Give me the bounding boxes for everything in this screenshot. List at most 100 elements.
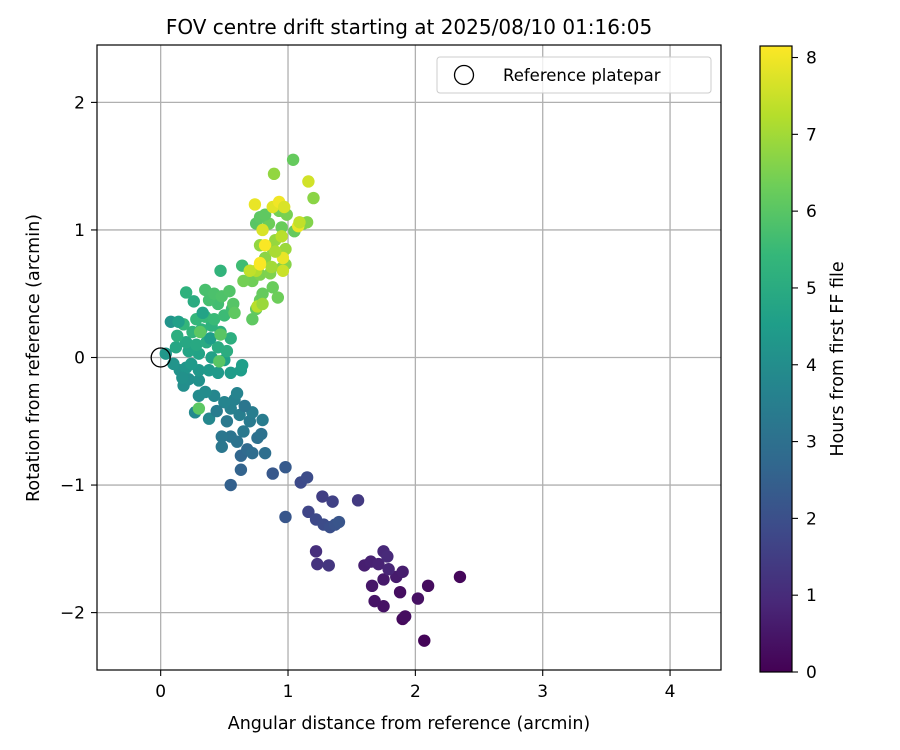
data-point [351,494,365,507]
data-point [215,440,228,453]
data-point [256,413,269,427]
data-point [238,399,251,413]
x-tick-label: 1 [283,682,294,702]
colorbar-tick-label: 5 [806,279,817,299]
data-point [293,216,306,229]
y-tick-label: 0 [74,349,85,369]
y-tick-label: 2 [74,93,85,113]
grid-lines [97,45,721,670]
data-points [159,153,467,647]
data-point [202,412,216,425]
data-point [246,313,259,326]
data-point [307,191,320,205]
colorbar-tick-label: 3 [806,433,817,453]
data-point [279,510,292,524]
data-point [199,385,212,399]
data-point [246,446,259,460]
colorbar-tick-label: 8 [806,49,817,69]
data-point [275,230,288,243]
data-point [286,153,300,166]
colorbar-tick-label: 1 [806,586,817,606]
data-point [255,427,268,441]
data-point [224,430,237,443]
data-point [187,295,200,308]
data-point [230,387,244,400]
y-tick-label: −1 [60,476,85,496]
data-point [256,223,269,237]
data-point [322,559,335,572]
data-point [211,366,225,380]
data-point [365,579,379,593]
data-point [418,634,431,647]
data-point [421,579,435,593]
legend-open-circle-icon [453,64,475,86]
colorbar-tick-label: 7 [806,125,817,145]
data-point [220,344,234,358]
data-point [377,573,390,586]
colorbar-tick-label: 0 [806,663,817,683]
x-tick-label: 0 [155,682,166,702]
data-point [210,404,223,418]
x-tick-label: 3 [537,682,548,702]
data-point [220,415,234,428]
colorbar-ticks: 0 1 2 3 4 5 6 7 8 [792,49,817,683]
data-point [224,478,237,492]
data-point [316,490,329,503]
data-point [207,313,221,326]
data-point [185,357,198,371]
data-point [192,374,206,387]
data-point [269,245,282,258]
data-point [179,335,193,349]
y-axis-ticks: −2 −1 0 1 2 [60,93,97,624]
data-point [372,557,385,571]
data-point [396,565,409,578]
data-point [382,563,395,576]
data-point [309,545,323,558]
data-point [266,467,279,480]
data-point [453,570,467,584]
y-axis-label: Rotation from reference (arcmin) [24,214,44,502]
data-point [302,505,315,519]
data-point [228,306,241,320]
data-point [276,264,290,277]
data-point [167,357,180,371]
legend: Reference platepar [436,56,712,94]
data-point [169,341,183,354]
data-point [256,287,269,300]
data-point [271,291,285,304]
data-point [237,274,250,288]
data-point [258,208,272,221]
data-point [411,592,425,605]
data-point [393,585,407,599]
data-point [381,550,394,563]
data-point [368,594,381,608]
data-point [215,430,228,443]
reference-platepar-marker [150,347,171,368]
data-point [266,281,279,294]
data-point [172,315,185,328]
data-point [235,358,249,372]
data-point [243,264,257,277]
y-tick-label: −2 [60,604,85,624]
data-point [278,200,291,214]
data-point [218,395,231,409]
data-point [300,471,314,484]
colorbar [759,45,793,673]
x-axis-label: Angular distance from reference (arcmin) [228,714,591,734]
data-point [302,175,315,188]
legend-box [436,56,712,94]
colorbar-tick-label: 6 [806,202,817,222]
data-point [237,425,250,438]
data-point [223,284,236,298]
chart-title: FOV centre drift starting at 2025/08/10 … [166,15,652,39]
data-point [192,402,206,415]
y-tick-label: 1 [74,221,85,241]
data-point [196,306,209,320]
colorbar-tick-label: 4 [806,356,817,376]
data-point [224,332,237,345]
data-point [234,463,248,476]
x-tick-label: 4 [665,682,676,702]
data-point [279,460,292,474]
data-point [204,332,217,345]
